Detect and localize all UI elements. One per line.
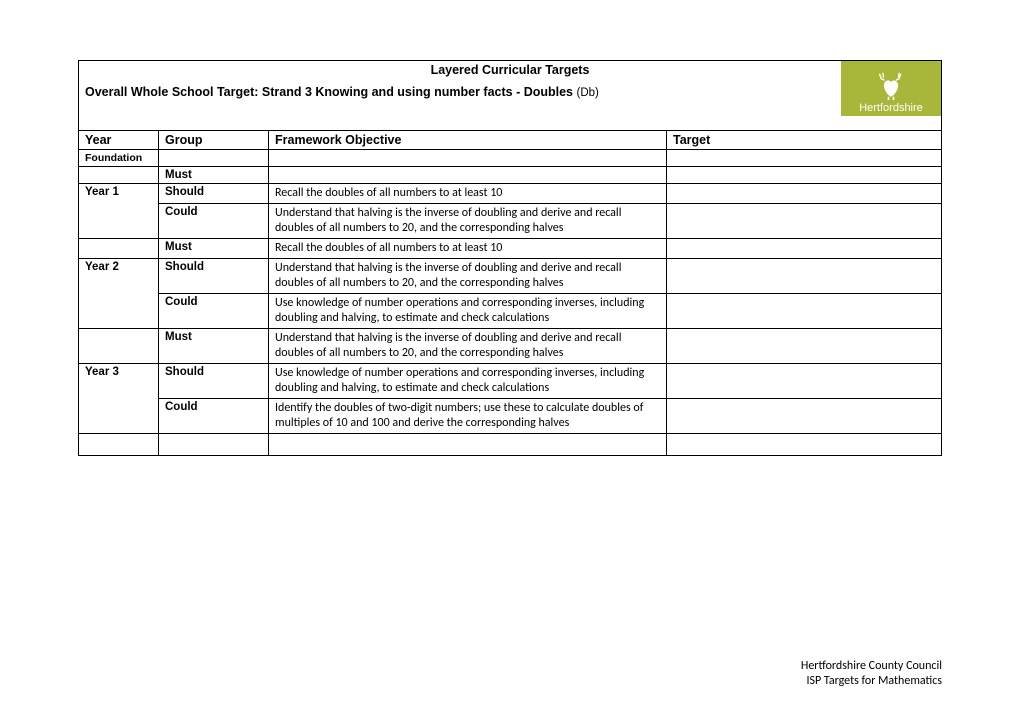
empty-group <box>159 434 269 456</box>
y3-must-target <box>667 329 942 364</box>
curricular-table: Layered Curricular Targets Overall Whole… <box>78 60 942 456</box>
row-y1-must: Must <box>79 167 942 184</box>
footer-line2: ISP Targets for Mathematics <box>801 674 942 690</box>
col-year: Year <box>79 131 159 150</box>
row-y3-should: Year 3 Should Use knowledge of number op… <box>79 364 942 399</box>
empty-objective <box>269 434 667 456</box>
row-y1-could: Could Understand that halving is the inv… <box>79 204 942 239</box>
page-footer: Hertfordshire County Council ISP Targets… <box>801 659 942 690</box>
y3-blank-top <box>79 329 159 364</box>
y3-should-obj: Use knowledge of number operations and c… <box>269 364 667 399</box>
y1-could: Could <box>159 204 269 239</box>
row-y3-must: Must Understand that halving is the inve… <box>79 329 942 364</box>
y2-blank-top <box>79 239 159 259</box>
footer-line1: Hertfordshire County Council <box>801 659 942 675</box>
y3-should-target <box>667 364 942 399</box>
foundation-group <box>159 150 269 167</box>
row-y1-should: Year 1 Should Recall the doubles of all … <box>79 184 942 204</box>
col-target: Target <box>667 131 942 150</box>
y1-should: Should <box>159 184 269 204</box>
y2-should-obj: Understand that halving is the inverse o… <box>269 259 667 294</box>
title-row: Layered Curricular Targets Overall Whole… <box>79 61 942 131</box>
y3-should: Should <box>159 364 269 399</box>
y1-must-obj <box>269 167 667 184</box>
y3-could-obj: Identify the doubles of two-digit number… <box>269 399 667 434</box>
y1-must-target <box>667 167 942 184</box>
y3-must-obj: Understand that halving is the inverse o… <box>269 329 667 364</box>
row-y3-could: Could Identify the doubles of two-digit … <box>79 399 942 434</box>
y2-must-target <box>667 239 942 259</box>
title-cell: Layered Curricular Targets Overall Whole… <box>79 61 942 131</box>
page: Layered Curricular Targets Overall Whole… <box>0 0 1020 720</box>
hertfordshire-logo: Hertfordshire <box>841 61 941 116</box>
column-header-row: Year Group Framework Objective Target <box>79 131 942 150</box>
logo-brand-text: Hertfordshire <box>859 102 923 114</box>
doc-title: Layered Curricular Targets <box>85 63 935 77</box>
y1-blank-top <box>79 167 159 184</box>
y3-could-target <box>667 399 942 434</box>
y2-could-obj: Use knowledge of number operations and c… <box>269 294 667 329</box>
y2-should: Should <box>159 259 269 294</box>
row-bottom-empty <box>79 434 942 456</box>
doc-subtitle: Overall Whole School Target: Strand 3 Kn… <box>85 85 935 99</box>
col-group: Group <box>159 131 269 150</box>
y1-could-obj: Understand that halving is the inverse o… <box>269 204 667 239</box>
y2-must: Must <box>159 239 269 259</box>
empty-year <box>79 434 159 456</box>
y2-could: Could <box>159 294 269 329</box>
subtitle-code: (Db) <box>577 87 599 99</box>
empty-target <box>667 434 942 456</box>
y3-must: Must <box>159 329 269 364</box>
year-1: Year 1 <box>79 184 159 239</box>
y3-could: Could <box>159 399 269 434</box>
y1-should-target <box>667 184 942 204</box>
deer-icon <box>874 72 908 100</box>
y1-must: Must <box>159 167 269 184</box>
col-objective: Framework Objective <box>269 131 667 150</box>
foundation-objective <box>269 150 667 167</box>
y1-should-obj: Recall the doubles of all numbers to at … <box>269 184 667 204</box>
y2-could-target <box>667 294 942 329</box>
row-foundation: Foundation <box>79 150 942 167</box>
y1-could-target <box>667 204 942 239</box>
row-y2-could: Could Use knowledge of number operations… <box>79 294 942 329</box>
y2-should-target <box>667 259 942 294</box>
y2-must-obj: Recall the doubles of all numbers to at … <box>269 239 667 259</box>
year-3: Year 3 <box>79 364 159 434</box>
row-y2-should: Year 2 Should Understand that halving is… <box>79 259 942 294</box>
year-foundation: Foundation <box>79 150 159 167</box>
row-y2-must: Must Recall the doubles of all numbers t… <box>79 239 942 259</box>
year-2: Year 2 <box>79 259 159 329</box>
subtitle-bold: Overall Whole School Target: Strand 3 Kn… <box>85 85 573 99</box>
foundation-target <box>667 150 942 167</box>
